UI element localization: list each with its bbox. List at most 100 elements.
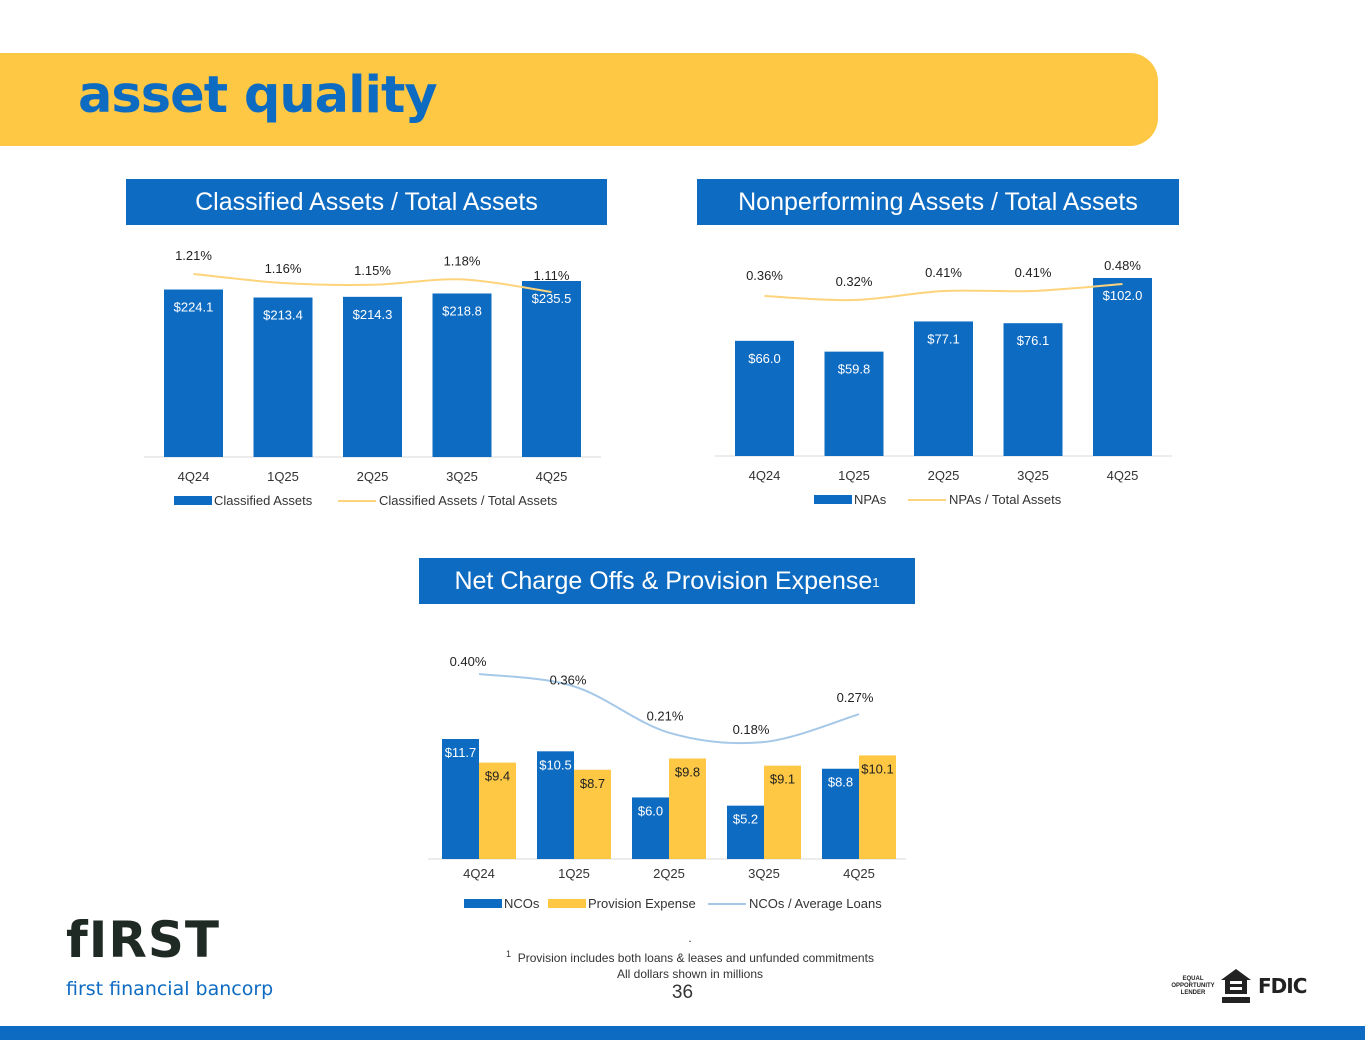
- equal-opportunity-line3: LENDER: [1180, 990, 1206, 996]
- legend-swatch-bars: [174, 496, 212, 505]
- bar-3Q25: [1003, 323, 1063, 456]
- legend-label-provision: Provision Expense: [588, 896, 696, 911]
- ratio-value-label: 0.41%: [925, 265, 962, 280]
- classified-chart-header: Classified Assets / Total Assets: [126, 179, 607, 225]
- bar-value-label: $235.5: [532, 291, 572, 306]
- net-charge-offs-chart: $11.7 $9.4 4Q24 $10.5 $8.7 1Q25 $6.0 $9.8 2Q25 $5…: [428, 654, 906, 911]
- nonperforming-chart-header-text: Nonperforming Assets / Total Assets: [738, 188, 1138, 216]
- nco-ratio-label: 0.18%: [733, 722, 770, 737]
- nco-chart-header-text: Net Charge Offs & Provision Expense: [454, 567, 873, 595]
- bar-2Q25: [914, 321, 973, 456]
- legend-label-bars: NPAs: [854, 492, 887, 507]
- nco-chart-header-footnote-marker: 1: [872, 575, 880, 590]
- fdic-badge: FDIC: [1258, 974, 1307, 998]
- x-tick-label: 2Q25: [653, 866, 685, 881]
- title-banner: [0, 53, 1158, 146]
- bar-2Q25: [343, 296, 402, 457]
- ratio-value-label: 0.32%: [836, 274, 873, 289]
- bar-4Q24: [164, 289, 223, 457]
- x-tick-label: 2Q25: [928, 468, 960, 483]
- equal-housing-lender-icon: [1221, 969, 1251, 1003]
- bar-value-label: $214.3: [353, 307, 393, 322]
- provision-bar-4Q25: [859, 755, 896, 859]
- bar-1Q25: [253, 297, 313, 457]
- footnote-line1-text: Provision includes both loans & leases a…: [517, 951, 874, 965]
- footnote: . 1 Provision includes both loans & leas…: [420, 930, 960, 982]
- provision-value-label: $9.1: [770, 772, 795, 787]
- bar-4Q25: [522, 281, 581, 457]
- ratio-value-label: 1.18%: [444, 253, 481, 268]
- x-tick-label: 4Q25: [843, 866, 875, 881]
- legend-label-line: Classified Assets / Total Assets: [379, 493, 558, 508]
- nco-ratio-line: [478, 673, 860, 745]
- nco-bar-2Q25: [632, 797, 669, 859]
- nco-ratio-label: 0.27%: [837, 690, 874, 705]
- equal-opportunity-line2: OPPORTUNITY: [1171, 983, 1215, 989]
- provision-value-label: $10.1: [861, 761, 894, 776]
- nco-value-label: $8.8: [828, 775, 853, 790]
- bar-3Q25: [432, 293, 492, 457]
- provision-value-label: $8.7: [580, 776, 605, 791]
- provision-bar-2Q25: [669, 758, 706, 859]
- x-tick-label: 4Q25: [1107, 468, 1139, 483]
- ratio-value-label: 1.21%: [175, 248, 212, 263]
- x-tick-label: 3Q25: [446, 469, 478, 484]
- nonperforming-assets-chart: $66.0 4Q24 $59.8 1Q25 $77.1 2Q25 $76.1 3Q25 $102…: [715, 258, 1172, 507]
- logo-mark: fIRST: [66, 911, 220, 969]
- ratio-value-label: 1.16%: [265, 261, 302, 276]
- nco-ratio-label: 0.36%: [550, 672, 587, 687]
- x-tick-label: 4Q24: [178, 469, 210, 484]
- provision-value-label: $9.8: [675, 764, 700, 779]
- bar-value-label: $224.1: [174, 300, 214, 315]
- nco-bar-1Q25: [537, 751, 574, 859]
- legend-label-line: NPAs / Total Assets: [949, 492, 1062, 507]
- bar-value-label: $76.1: [1017, 333, 1050, 348]
- x-tick-label: 3Q25: [748, 866, 780, 881]
- provision-bar-3Q25: [764, 765, 801, 859]
- bar-value-label: $66.0: [748, 351, 781, 366]
- provision-value-label: $9.4: [485, 769, 510, 784]
- classified-assets-chart: $224.1 4Q24 $213.4 1Q25 $214.3 2Q25 $218.8 3Q25…: [144, 248, 601, 508]
- bar-4Q25: [1093, 278, 1152, 456]
- legend-swatch-ncos: [464, 899, 502, 908]
- footnote-line1: 1 Provision includes both loans & leases…: [420, 946, 960, 966]
- ratio-value-label: 0.41%: [1015, 265, 1052, 280]
- x-tick-label: 4Q24: [749, 468, 781, 483]
- nco-value-label: $11.7: [445, 745, 477, 760]
- equal-opportunity-lender-badge: EQUAL OPPORTUNITY LENDER: [1170, 976, 1216, 997]
- company-logo: fIRST first financial bancorp: [66, 912, 273, 1000]
- nonperforming-chart-header: Nonperforming Assets / Total Assets: [697, 179, 1179, 225]
- nco-bar-3Q25: [727, 805, 764, 859]
- footnote-dot: .: [688, 931, 692, 945]
- bar-value-label: $213.4: [263, 308, 303, 323]
- legend-label-ncos: NCOs: [504, 896, 540, 911]
- nco-value-label: $6.0: [638, 803, 663, 818]
- nco-bar-4Q24: [442, 739, 479, 859]
- bar-value-label: $102.0: [1103, 288, 1143, 303]
- ratio-value-label: 1.11%: [534, 268, 570, 283]
- nco-chart-header: Net Charge Offs & Provision Expense1: [419, 558, 915, 604]
- footnote-number: 1: [506, 949, 512, 959]
- provision-bar-4Q24: [479, 762, 516, 859]
- legend-swatch-provision: [548, 899, 586, 908]
- nco-ratio-label: 0.21%: [647, 709, 684, 724]
- nco-value-label: $10.5: [539, 757, 572, 772]
- ratio-line: [764, 283, 1123, 302]
- ratio-value-label: 1.15%: [354, 263, 391, 278]
- bar-4Q24: [735, 340, 794, 456]
- legend-swatch-bars: [814, 495, 852, 504]
- legend-label-ratio: NCOs / Average Loans: [749, 896, 882, 911]
- bar-value-label: $218.8: [442, 303, 482, 318]
- ratio-value-label: 0.36%: [746, 268, 783, 283]
- nco-value-label: $5.2: [733, 812, 758, 827]
- x-tick-label: 3Q25: [1017, 468, 1049, 483]
- x-tick-label: 4Q25: [536, 469, 568, 484]
- bar-1Q25: [824, 351, 884, 456]
- page-title: asset quality: [78, 66, 438, 125]
- page-number: 36: [671, 982, 694, 1003]
- ratio-value-label: 0.48%: [1104, 258, 1141, 273]
- x-tick-label: 1Q25: [838, 468, 870, 483]
- x-tick-label: 2Q25: [357, 469, 389, 484]
- provision-bar-1Q25: [574, 769, 611, 859]
- x-tick-label: 1Q25: [558, 866, 590, 881]
